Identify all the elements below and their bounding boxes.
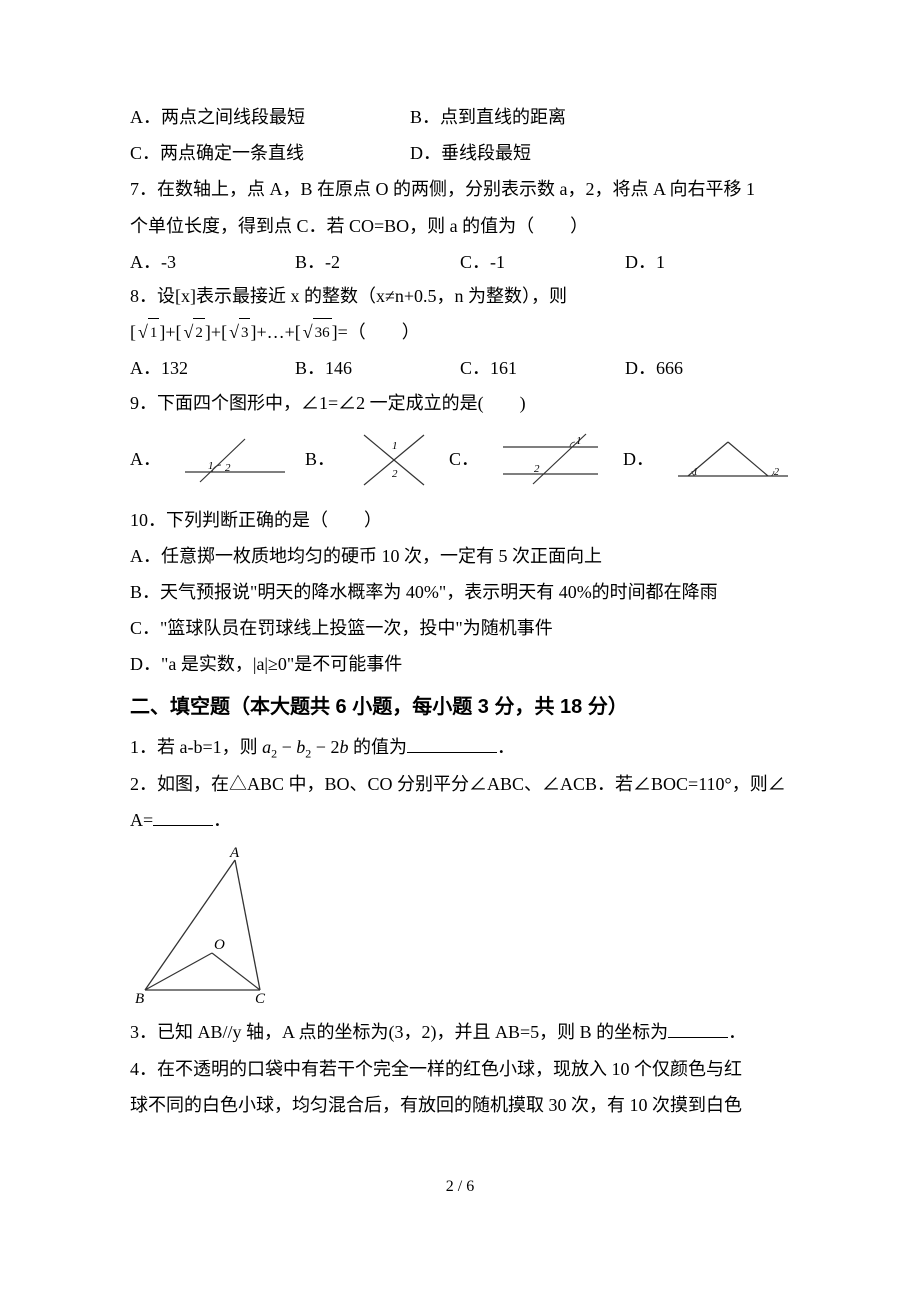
q6-opt-d: D．垂线段最短 <box>410 136 690 170</box>
f1-end: ． <box>497 737 515 757</box>
q7-opt-c: C．-1 <box>460 245 625 279</box>
f1-pre: 1．若 a-b=1，则 <box>130 737 262 757</box>
q8-opt-a: A．132 <box>130 351 295 385</box>
f2-label-o: O <box>214 937 225 953</box>
q8-arg3: 3 <box>239 318 251 348</box>
f4-line2: 球不同的白色小球，均匀混合后，有放回的随机摸取 30 次，有 10 次摸到白色 <box>130 1088 790 1122</box>
q7-options: A．-3 B．-2 C．-1 D．1 <box>130 245 790 279</box>
q10-opt-b: B．天气预报说"明天的降水概率为 40%"，表示明天有 40%的时间都在降雨 <box>130 575 790 609</box>
f3-pre: 3．已知 AB//y 轴，A 点的坐标为(3，2)，并且 AB=5，则 B 的坐… <box>130 1022 668 1042</box>
q10-stem: 10．下列判断正确的是（ ） <box>130 503 790 537</box>
q9-label-c: C． <box>449 442 479 476</box>
q6-opt-c: C．两点确定一条直线 <box>130 136 410 170</box>
q7-opt-a: A．-3 <box>130 245 295 279</box>
q9-fig-a: 1 2 <box>179 433 291 485</box>
svg-text:1: 1 <box>208 460 214 472</box>
q8-opt-c: C．161 <box>460 351 625 385</box>
f3-blank <box>668 1020 728 1038</box>
page-number: 2 / 6 <box>130 1172 790 1202</box>
svg-text:2: 2 <box>774 467 779 478</box>
f1-line: 1．若 a-b=1，则 a2 − b2 − 2b 的值为． <box>130 730 790 765</box>
f2-end: ． <box>213 810 231 830</box>
f3-end: ． <box>728 1022 746 1042</box>
svg-text:1: 1 <box>693 467 698 478</box>
q9-fig-c: 1 2 <box>497 428 609 490</box>
sqrt-icon: 1 <box>136 315 159 349</box>
q8-opt-b: B．146 <box>295 351 460 385</box>
q8-arg1: 1 <box>148 318 160 348</box>
f2-blank <box>153 808 213 826</box>
f3-line: 3．已知 AB//y 轴，A 点的坐标为(3，2)，并且 AB=5，则 B 的坐… <box>130 1015 790 1049</box>
q8-sep2: ]+[ <box>205 322 227 342</box>
sqrt-icon: 2 <box>182 315 205 349</box>
svg-text:1: 1 <box>576 435 582 447</box>
q8-dots: ]+…+[ <box>250 322 300 342</box>
f2-label-c: C <box>255 991 266 1005</box>
f2-label-a: A <box>229 845 240 861</box>
q8-arg4: 36 <box>313 318 332 348</box>
q9-label-b: B． <box>305 442 335 476</box>
svg-text:2: 2 <box>392 468 398 480</box>
f2-label-b: B <box>135 991 144 1005</box>
f1-a: a <box>262 737 271 757</box>
f1-blank <box>407 735 497 753</box>
q8-options: A．132 B．146 C．161 D．666 <box>130 351 790 385</box>
q7-stem2: 个单位长度，得到点 C．若 CO=BO，则 a 的值为（ ） <box>130 209 790 243</box>
f4-line1: 4．在不透明的口袋中有若干个完全一样的红色小球，现放入 10 个仅颜色与红 <box>130 1052 790 1086</box>
q8-sep1: ]+[ <box>159 322 181 342</box>
q7-opt-d: D．1 <box>625 245 790 279</box>
svg-text:2: 2 <box>534 463 540 475</box>
f1-m2: − 2 <box>311 737 339 757</box>
q10-opt-d: D．"a 是实数，|a|≥0"是不可能事件 <box>130 647 790 681</box>
f2-line2: A= ． <box>130 803 790 837</box>
q8-arg2: 2 <box>193 318 205 348</box>
q9-fig-b: 1 2 <box>353 426 435 493</box>
q7-stem1: 7．在数轴上，点 A，B 在原点 O 的两侧，分别表示数 a，2，将点 A 向右… <box>130 172 790 206</box>
q9-label-d: D． <box>623 442 654 476</box>
sqrt-icon: 36 <box>301 315 332 349</box>
q9-stem: 9．下面四个图形中，∠1=∠2 一定成立的是( ) <box>130 386 790 420</box>
q7-opt-b: B．-2 <box>295 245 460 279</box>
q10-opt-a: A．任意掷一枚质地均匀的硬币 10 次，一定有 5 次正面向上 <box>130 539 790 573</box>
f2-line1: 2．如图，在△ABC 中，BO、CO 分别平分∠ABC、∠ACB．若∠BOC=1… <box>130 767 790 801</box>
q10-opt-c: C．"篮球队员在罚球线上投篮一次，投中"为随机事件 <box>130 611 790 645</box>
sqrt-icon: 3 <box>227 315 250 349</box>
q6-row1: A．两点之间线段最短 B．点到直线的距离 <box>130 100 790 134</box>
section2-title: 二、填空题（本大题共 6 小题，每小题 3 分，共 18 分） <box>130 688 790 726</box>
f1-post: 的值为 <box>348 737 407 757</box>
q6-opt-b: B．点到直线的距离 <box>410 100 690 134</box>
q9-figures: A． 1 2 B． 1 2 C． 1 2 D． <box>130 426 790 493</box>
svg-text:2: 2 <box>225 462 231 474</box>
q6-row2: C．两点确定一条直线 D．垂线段最短 <box>130 136 790 170</box>
f1-m1: − <box>277 737 296 757</box>
q9-label-a: A． <box>130 442 161 476</box>
q8-opt-d: D．666 <box>625 351 790 385</box>
f2-pre: A= <box>130 810 153 830</box>
q9-fig-d: 1 2 <box>672 433 794 485</box>
q8-expr: [1]+[2]+[3]+…+[36]=（ ） <box>130 315 790 349</box>
q6-opt-a: A．两点之间线段最短 <box>130 100 410 134</box>
q8-stem1: 8．设[x]表示最接近 x 的整数（x≠n+0.5，n 为整数），则 <box>130 279 790 313</box>
q8-close: ]=（ ） <box>332 322 420 342</box>
svg-text:1: 1 <box>392 440 398 452</box>
f1-b: b <box>296 737 305 757</box>
f2-figure: A O B C <box>130 845 790 1005</box>
